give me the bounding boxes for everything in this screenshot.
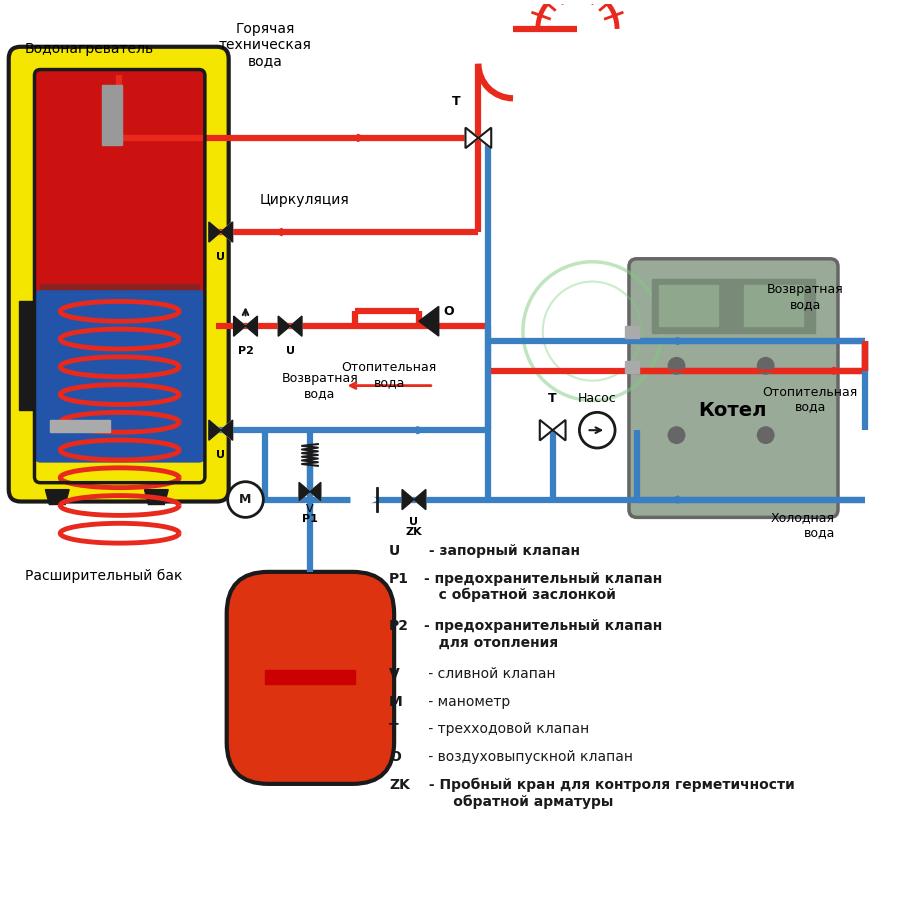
Polygon shape (310, 482, 320, 501)
Text: U: U (410, 518, 418, 527)
Text: Водонагреватель: Водонагреватель (24, 41, 154, 56)
Polygon shape (402, 490, 414, 509)
Bar (625, 326, 639, 338)
Polygon shape (220, 222, 232, 242)
Text: Отопительная
вода: Отопительная вода (342, 361, 436, 389)
Bar (40, 284, 199, 345)
Circle shape (580, 412, 615, 448)
Text: T: T (548, 392, 557, 405)
Polygon shape (45, 490, 69, 505)
Polygon shape (418, 306, 438, 336)
Text: V: V (306, 505, 314, 515)
Text: M: M (239, 493, 252, 506)
Text: Холодная
вода: Холодная вода (771, 511, 835, 539)
Polygon shape (234, 316, 246, 337)
Circle shape (757, 357, 775, 374)
Text: O: O (389, 751, 401, 764)
Polygon shape (209, 420, 220, 440)
Polygon shape (220, 420, 232, 440)
Bar (102, 86, 122, 145)
Text: ZK: ZK (406, 527, 422, 537)
Polygon shape (290, 316, 302, 337)
FancyBboxPatch shape (629, 259, 838, 518)
Circle shape (757, 427, 775, 444)
Bar (744, 284, 804, 326)
Polygon shape (299, 482, 310, 501)
Text: P2: P2 (389, 619, 410, 634)
Polygon shape (278, 316, 290, 337)
Text: U: U (285, 346, 294, 356)
Text: - манометр: - манометр (424, 695, 510, 708)
Text: P1: P1 (389, 572, 410, 586)
Text: - сливной клапан: - сливной клапан (424, 667, 555, 681)
Polygon shape (478, 128, 491, 148)
Text: Возвратная
вода: Возвратная вода (282, 373, 358, 400)
Polygon shape (414, 490, 426, 509)
Polygon shape (234, 316, 246, 337)
Polygon shape (290, 316, 302, 337)
Text: M: M (389, 695, 403, 708)
Text: Возвратная
вода: Возвратная вода (767, 284, 843, 311)
Text: Циркуляция: Циркуляция (260, 194, 350, 207)
Polygon shape (209, 222, 220, 242)
Text: V: V (389, 667, 400, 681)
Text: - Пробный кран для контроля герметичности
      обратной арматуры: - Пробный кран для контроля герметичност… (424, 778, 795, 809)
Polygon shape (209, 222, 220, 242)
Polygon shape (209, 420, 220, 440)
Polygon shape (246, 316, 257, 337)
FancyBboxPatch shape (227, 572, 394, 784)
Text: P1: P1 (302, 515, 318, 525)
Polygon shape (414, 490, 426, 509)
Text: U: U (389, 544, 400, 558)
Text: Котел: Котел (698, 400, 767, 420)
FancyBboxPatch shape (34, 290, 205, 463)
Text: T: T (389, 723, 399, 736)
Polygon shape (278, 316, 290, 337)
Polygon shape (465, 128, 478, 148)
Circle shape (668, 427, 686, 444)
Bar (652, 279, 815, 333)
Text: U: U (216, 450, 225, 460)
Circle shape (228, 482, 264, 517)
Circle shape (668, 357, 686, 374)
Bar (50, 420, 110, 432)
Bar (659, 284, 718, 326)
Polygon shape (402, 490, 414, 509)
Text: Отопительная
вода: Отопительная вода (762, 385, 858, 414)
Bar (19, 302, 37, 410)
Text: - предохранительный клапан
   для отопления: - предохранительный клапан для отопления (424, 619, 662, 650)
Polygon shape (246, 316, 257, 337)
Polygon shape (299, 482, 310, 501)
Text: Насос: Насос (578, 392, 617, 405)
Polygon shape (310, 482, 320, 501)
Polygon shape (540, 420, 553, 440)
Text: - трехходовой клапан: - трехходовой клапан (424, 723, 590, 736)
Text: T: T (452, 95, 461, 108)
Bar (625, 361, 639, 373)
Text: - воздуховыпускной клапан: - воздуховыпускной клапан (424, 751, 633, 764)
Polygon shape (220, 222, 232, 242)
Text: ZK: ZK (389, 778, 410, 792)
Polygon shape (352, 490, 377, 509)
Text: - запорный клапан: - запорный клапан (424, 544, 580, 558)
Polygon shape (145, 490, 168, 505)
Text: U: U (216, 252, 225, 262)
FancyBboxPatch shape (34, 69, 205, 322)
Text: Расширительный бак: Расширительный бак (24, 569, 182, 583)
Bar (266, 670, 356, 684)
Text: - предохранительный клапан
   с обратной заслонкой: - предохранительный клапан с обратной за… (424, 572, 662, 602)
Text: P2: P2 (238, 346, 254, 356)
Text: O: O (444, 305, 454, 318)
Text: Горячая
техническая
вода: Горячая техническая вода (219, 22, 311, 68)
FancyBboxPatch shape (9, 47, 229, 501)
Polygon shape (553, 420, 565, 440)
Polygon shape (220, 420, 232, 440)
